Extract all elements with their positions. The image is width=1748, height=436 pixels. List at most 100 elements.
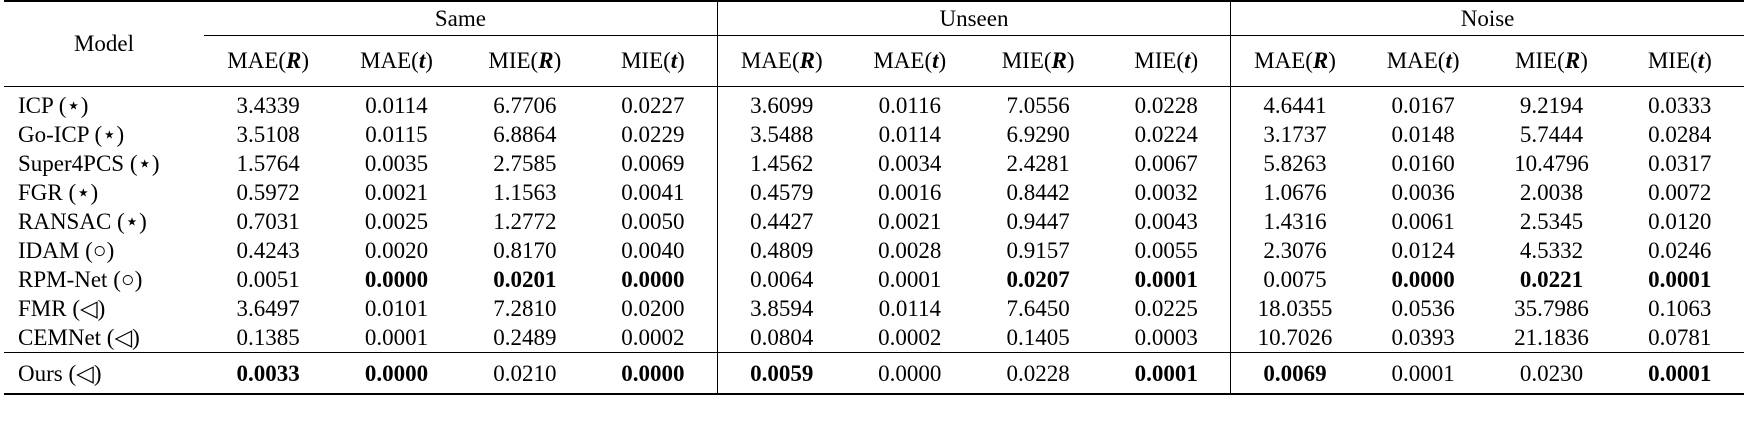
value-cell: 0.0016 — [846, 178, 974, 207]
value-cell: 0.0246 — [1616, 236, 1744, 265]
value-cell: 0.0000 — [845, 352, 974, 395]
value-cell: 3.8594 — [716, 294, 846, 323]
value-cell: 0.0069 — [1230, 352, 1359, 395]
value-cell: 0.4579 — [716, 178, 846, 207]
group-header-row: Model Same Unseen Noise — [4, 0, 1744, 87]
value-cell: 0.0114 — [332, 87, 460, 121]
cell-value: 0.0001 — [1391, 360, 1455, 386]
cell-value: 0.0016 — [878, 180, 942, 205]
value-cell: 5.7444 — [1487, 120, 1615, 149]
metric-header: MAE(t) — [1358, 36, 1488, 87]
cell-value: 0.0069 — [1263, 360, 1327, 386]
cell-value: 3.6497 — [236, 296, 300, 321]
metric-header: MAE(R) — [204, 36, 333, 87]
model-header: Model — [4, 0, 204, 87]
value-cell: 0.0210 — [460, 352, 589, 395]
value-cell: 0.0536 — [1359, 294, 1487, 323]
cell-value: 4.6441 — [1263, 93, 1327, 118]
cell-value: 4.5332 — [1519, 238, 1584, 263]
cell-value: 0.0225 — [1134, 296, 1198, 321]
value-cell: 3.6497 — [204, 294, 332, 323]
cell-value: 0.5972 — [236, 180, 300, 205]
value-cell: 0.0333 — [1616, 87, 1744, 121]
value-cell: 2.0038 — [1487, 178, 1615, 207]
value-cell: 0.0284 — [1616, 120, 1744, 149]
value-cell: 0.0033 — [204, 352, 333, 395]
cell-value: 3.6099 — [750, 93, 814, 118]
cell-value: 0.0069 — [621, 151, 685, 176]
cell-value: 0.0000 — [364, 360, 429, 386]
value-cell: 35.7986 — [1487, 294, 1615, 323]
value-cell: 0.0781 — [1616, 323, 1744, 353]
value-cell: 0.0000 — [589, 265, 717, 294]
value-cell: 0.0001 — [332, 323, 460, 353]
cell-value: 3.4339 — [236, 93, 300, 118]
value-cell: 7.6450 — [974, 294, 1102, 323]
value-cell: 0.0020 — [332, 236, 460, 265]
cell-value: 0.0001 — [1134, 267, 1198, 292]
model-name: RANSAC (⋆) — [18, 209, 147, 234]
value-cell: 1.4562 — [716, 149, 846, 178]
value-cell: 0.8442 — [974, 178, 1102, 207]
cell-value: 0.0393 — [1391, 325, 1455, 350]
value-cell: 0.0116 — [846, 87, 974, 121]
value-cell: 0.0050 — [589, 207, 717, 236]
value-cell: 0.0021 — [846, 207, 974, 236]
model-name: IDAM (○) — [18, 238, 115, 263]
cell-value: 0.0120 — [1648, 209, 1712, 234]
cell-value: 10.4796 — [1514, 151, 1589, 176]
cell-value: 0.0001 — [1648, 360, 1712, 386]
value-cell: 0.0201 — [461, 265, 589, 294]
metric-header: MAE(R) — [716, 36, 846, 87]
value-cell: 0.9157 — [974, 236, 1102, 265]
cell-value: 0.0101 — [364, 296, 429, 321]
cell-value: 0.0020 — [364, 238, 429, 263]
cell-value: 0.0804 — [750, 325, 814, 350]
value-cell: 1.1563 — [461, 178, 589, 207]
value-cell: 0.0229 — [589, 120, 717, 149]
value-cell: 0.0115 — [332, 120, 460, 149]
value-cell: 0.0000 — [588, 352, 718, 395]
value-cell: 2.3076 — [1230, 236, 1359, 265]
value-cell: 0.4427 — [716, 207, 846, 236]
model-name: RPM-Net (○) — [18, 267, 143, 292]
cell-value: 0.0061 — [1391, 209, 1455, 234]
value-cell: 4.6441 — [1230, 86, 1359, 120]
cell-value: 0.0114 — [365, 93, 428, 118]
value-cell: 3.5108 — [204, 120, 332, 149]
value-cell: 3.5488 — [716, 120, 846, 149]
value-cell: 0.0114 — [846, 294, 974, 323]
cell-value: 0.0124 — [1391, 238, 1455, 263]
cell-value: 3.5108 — [236, 122, 300, 147]
value-cell: 0.0227 — [589, 87, 717, 121]
value-cell: 6.9290 — [974, 120, 1102, 149]
cell-value: 7.2810 — [493, 296, 557, 321]
value-cell: 0.0225 — [1102, 294, 1230, 323]
cell-value: 5.8263 — [1263, 151, 1327, 176]
cell-value: 0.0059 — [750, 360, 814, 386]
cell-value: 0.0000 — [621, 360, 685, 386]
cell-value: 0.0228 — [1006, 360, 1070, 386]
value-cell: 0.0002 — [846, 323, 974, 353]
cell-value: 2.5345 — [1519, 209, 1584, 234]
value-cell: 1.0676 — [1230, 178, 1359, 207]
value-cell: 0.0072 — [1616, 178, 1744, 207]
cell-value: 0.0036 — [1391, 180, 1455, 205]
metric-header: MAE(R) — [1230, 36, 1359, 87]
value-cell: 0.0061 — [1359, 207, 1487, 236]
metric-header: MIE(R) — [973, 36, 1103, 87]
cell-value: 0.9447 — [1006, 209, 1070, 234]
cell-value: 0.8170 — [493, 238, 557, 263]
cell-value: 0.0160 — [1391, 151, 1455, 176]
table-row: FGR (⋆) 0.5972 0.0021 1.1563 0.0041 0.4579 0.0… — [4, 178, 1744, 207]
value-cell: 0.0003 — [1102, 323, 1230, 353]
cell-value: 0.0041 — [621, 180, 685, 205]
value-cell: 0.4243 — [204, 236, 332, 265]
metric-header: MIE(t) — [1102, 36, 1231, 87]
group-header: Unseen — [716, 0, 1231, 36]
table-row: ICP (⋆) 3.4339 0.0114 6.7706 0.0227 3.6099 0.0… — [4, 86, 1744, 121]
value-cell: 0.2489 — [461, 323, 589, 353]
value-cell: 0.0040 — [589, 236, 717, 265]
value-cell: 0.0124 — [1359, 236, 1487, 265]
